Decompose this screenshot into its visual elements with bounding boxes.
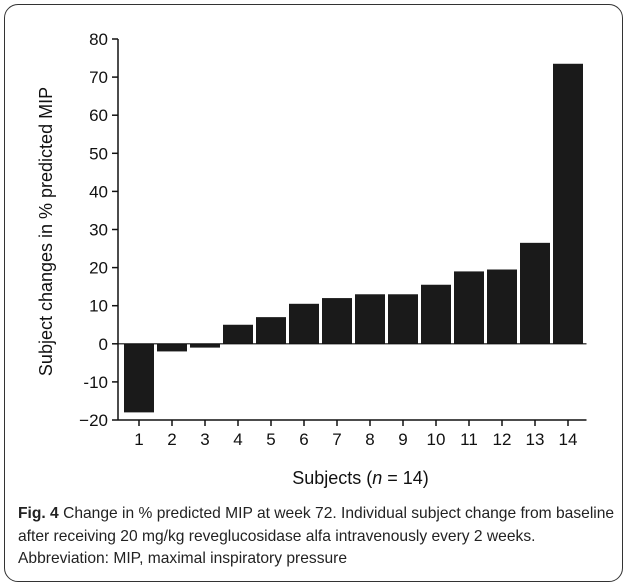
caption-text: Change in % predicted MIP at week 72. In… xyxy=(18,505,615,567)
figure-frame xyxy=(4,4,623,582)
y-tick-label: -10 xyxy=(83,373,108,392)
x-tick-label: 9 xyxy=(398,430,407,449)
y-tick-label: 40 xyxy=(89,182,108,201)
x-tick-label: 5 xyxy=(266,430,275,449)
y-tick-label: 70 xyxy=(89,68,108,87)
figure-caption: Fig. 4 Change in % predicted MIP at week… xyxy=(18,503,618,571)
x-tick-label: 13 xyxy=(526,430,545,449)
y-axis-label: Subject changes in % predicted MIP xyxy=(36,87,56,376)
bar-subject-7 xyxy=(322,298,352,344)
bar-subject-2 xyxy=(157,343,187,352)
x-tick-label: 11 xyxy=(460,430,478,449)
y-tick-label: 80 xyxy=(89,30,108,49)
bar-subject-5 xyxy=(256,317,286,344)
y-tick-label: 60 xyxy=(89,106,108,125)
bar-subject-4 xyxy=(223,324,253,344)
bar-subject-14 xyxy=(553,63,583,344)
bar-subject-6 xyxy=(289,303,319,344)
bar-subject-3 xyxy=(190,343,220,348)
x-tick-label: 6 xyxy=(299,430,308,449)
x-tick-label: 1 xyxy=(134,430,143,449)
bar-subject-9 xyxy=(388,294,418,344)
bar-subject-13 xyxy=(520,242,550,344)
bar-subject-11 xyxy=(454,271,484,344)
bar-subject-1 xyxy=(124,343,154,413)
bar-subject-10 xyxy=(421,284,451,344)
x-tick-label: 3 xyxy=(200,430,209,449)
bars xyxy=(124,63,583,413)
x-tick-label: 4 xyxy=(233,430,242,449)
y-tick-label: 10 xyxy=(89,297,108,316)
x-tick-label: 12 xyxy=(493,430,512,449)
y-axis-ticks: 80 70 60 50 40 30 20 10 0 -10 −20 xyxy=(79,30,118,430)
x-tick-label: 10 xyxy=(427,430,446,449)
x-axis-label: Subjects (n = 14) xyxy=(292,468,429,488)
x-axis-ticks: 1 2 3 4 5 6 7 8 9 10 11 12 13 14 xyxy=(134,420,577,449)
figure-label: Fig. 4 xyxy=(18,505,59,522)
x-tick-label: 2 xyxy=(167,430,176,449)
y-tick-label: 20 xyxy=(89,259,108,278)
y-tick-label: 50 xyxy=(89,144,108,163)
bar-subject-8 xyxy=(355,294,385,344)
y-tick-label: 0 xyxy=(99,335,108,354)
bar-subject-12 xyxy=(487,269,517,344)
x-tick-label: 8 xyxy=(365,430,374,449)
y-tick-label: −20 xyxy=(79,411,108,430)
x-tick-label: 7 xyxy=(332,430,341,449)
y-tick-label: 30 xyxy=(89,221,108,240)
x-tick-label: 14 xyxy=(559,430,578,449)
